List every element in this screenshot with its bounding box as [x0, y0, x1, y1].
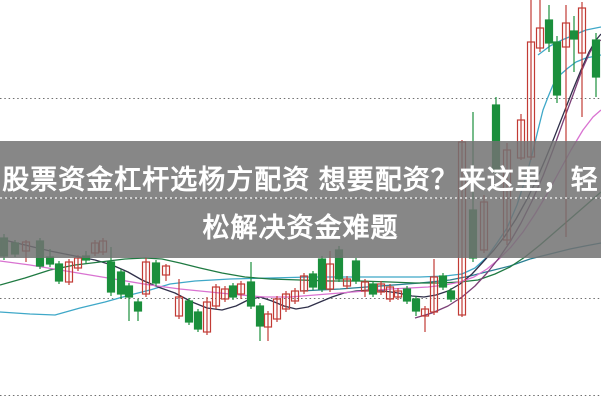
candle-up	[342, 278, 352, 287]
candle-down	[133, 301, 143, 312]
candle-down	[368, 283, 378, 295]
candle-down	[402, 288, 412, 302]
headline-line-2: 松解决资金难题	[202, 213, 399, 243]
candle-down	[317, 258, 327, 290]
candle-down	[228, 285, 238, 298]
candle-up	[272, 298, 282, 320]
candle-down	[569, 30, 579, 40]
candle-up	[385, 286, 395, 300]
headline-line-1: 股票资金杠杆选杨方配资 想要配资？来这里，轻	[2, 165, 599, 195]
candle-up	[325, 263, 335, 290]
candle-down	[106, 261, 116, 293]
candle-up	[561, 22, 571, 48]
candle-down	[246, 281, 256, 307]
candle-up	[211, 286, 221, 307]
candle-up	[299, 275, 309, 292]
candle-down	[552, 41, 562, 96]
candle-down	[438, 275, 448, 288]
candle-up	[376, 283, 386, 293]
candle-up	[281, 293, 291, 310]
candle-up	[577, 7, 587, 54]
candle-up	[393, 290, 403, 298]
candle-up	[429, 276, 439, 313]
candle-down	[184, 300, 194, 323]
candle-down	[446, 290, 456, 300]
candle-down	[308, 273, 318, 288]
ma-cyan-upper	[537, 26, 601, 56]
candle-up	[220, 288, 230, 300]
candle-down	[544, 19, 554, 44]
candle-up	[174, 296, 184, 317]
candle-down	[124, 285, 134, 298]
candle-down	[591, 39, 601, 78]
candle-up	[141, 261, 151, 295]
candle-down	[116, 271, 126, 295]
banner-gridline	[0, 197, 601, 199]
headline-banner: 股票资金杠杆选杨方配资 想要配资？来这里，轻 松解决资金难题	[0, 141, 601, 258]
candle-up	[263, 313, 273, 328]
candle-up	[64, 261, 74, 283]
candle-down	[411, 298, 421, 312]
candle-down	[351, 260, 361, 282]
candle-down	[151, 262, 161, 284]
candle-up	[420, 308, 430, 317]
candle-up	[73, 257, 83, 269]
candle-down	[45, 256, 55, 265]
candle-up	[161, 265, 171, 276]
candle-down	[193, 311, 203, 330]
candle-down	[54, 263, 64, 282]
candle-down	[255, 305, 265, 327]
candle-up	[535, 27, 545, 49]
candle-up	[360, 281, 370, 292]
candle-up	[236, 283, 246, 295]
candle-up	[202, 301, 212, 333]
candle-up	[290, 290, 300, 302]
